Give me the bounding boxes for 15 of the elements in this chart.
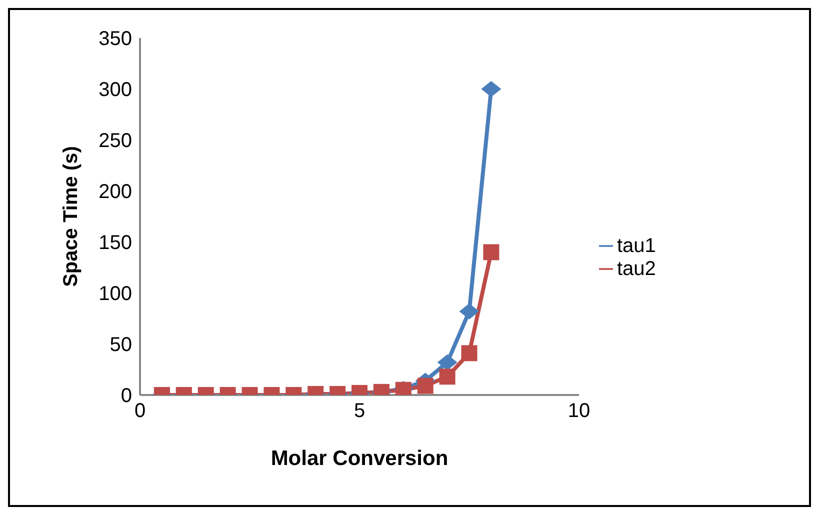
x-tick-label: 5 (354, 400, 366, 422)
y-tick-label: 250 (98, 130, 132, 152)
y-tick-label: 350 (98, 28, 132, 50)
legend-label: tau1 (617, 234, 656, 256)
y-tick-label: 100 (98, 283, 132, 306)
x-tick-label: 10 (568, 400, 590, 422)
y-tick-label: 200 (98, 181, 132, 204)
y-tick-label: 300 (98, 79, 132, 102)
x-tick-label: 0 (134, 400, 146, 422)
legend-label: tau2 (617, 258, 656, 280)
y-tick-label: 0 (120, 385, 132, 408)
y-tick-label: 150 (98, 232, 132, 254)
x-axis-title: Molar Conversion (270, 447, 448, 470)
y-tick-label: 50 (110, 334, 132, 356)
y-axis-title: Space Time (s) (60, 146, 82, 287)
